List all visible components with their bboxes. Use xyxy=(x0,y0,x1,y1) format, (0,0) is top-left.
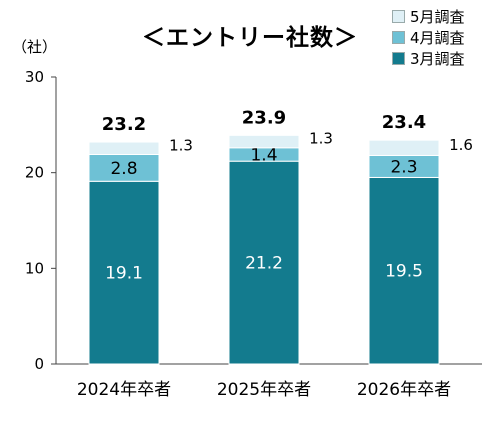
legend-label-march: 3月調査 xyxy=(410,50,465,68)
legend-item-april: 4月調査 xyxy=(392,27,465,48)
legend-label-may: 5月調査 xyxy=(410,8,465,26)
data-label: 1.3 xyxy=(309,130,333,148)
x-tick-label: 2025年卒者 xyxy=(217,380,311,400)
data-label: 2.8 xyxy=(110,159,137,179)
y-tick-label: 0 xyxy=(34,355,44,373)
data-label: 2.3 xyxy=(390,157,417,177)
legend-swatch-may xyxy=(392,10,405,23)
x-tick-label: 2024年卒者 xyxy=(77,380,171,400)
bar-segment xyxy=(228,160,300,365)
y-axis-unit-label: （社） xyxy=(12,38,58,56)
data-label: 1.3 xyxy=(169,136,193,154)
data-label: 19.1 xyxy=(105,264,143,284)
bar-segment xyxy=(88,141,160,155)
data-label: 21.2 xyxy=(245,254,283,274)
y-tick-label: 20 xyxy=(25,164,44,182)
legend: 5月調査 4月調査 3月調査 xyxy=(392,6,465,69)
bar-segment xyxy=(88,180,160,365)
y-tick-label: 10 xyxy=(25,259,44,277)
legend-swatch-march xyxy=(392,52,405,65)
data-label: 1.4 xyxy=(250,145,277,165)
legend-label-april: 4月調査 xyxy=(410,29,465,47)
y-tick-label: 30 xyxy=(25,68,44,86)
bar-segment xyxy=(368,176,440,365)
bar-segment xyxy=(88,153,160,182)
data-label: 19.5 xyxy=(385,262,423,282)
legend-swatch-april xyxy=(392,31,405,44)
chart-title: ＜エントリー社数＞ xyxy=(142,25,358,51)
bar-segment xyxy=(228,134,300,149)
legend-item-may: 5月調査 xyxy=(392,6,465,27)
legend-item-march: 3月調査 xyxy=(392,48,465,69)
data-label: 1.6 xyxy=(449,136,473,154)
total-label: 23.9 xyxy=(242,107,286,128)
total-label: 23.2 xyxy=(102,114,146,135)
total-label: 23.4 xyxy=(382,112,426,133)
bar-segment xyxy=(368,139,440,156)
x-tick-label: 2026年卒者 xyxy=(357,380,451,400)
